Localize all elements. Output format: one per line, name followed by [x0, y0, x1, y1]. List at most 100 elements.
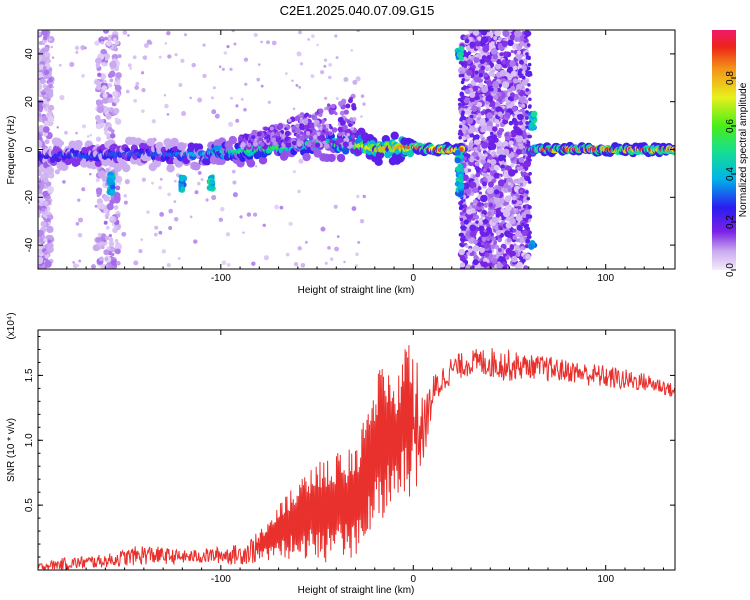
spectrogram-cell — [519, 189, 523, 193]
spectrogram-cell — [189, 96, 192, 100]
spectrogram-cell — [481, 85, 489, 93]
spectrogram-cell — [460, 235, 465, 240]
spectrogram-cell — [121, 163, 131, 173]
spectrogram-cell — [229, 96, 234, 100]
spectrogram-cell — [488, 155, 494, 161]
spectrogram-cell — [334, 111, 338, 116]
spectrogram-axes: -100 0 100 -40 -20 0 20 40 — [24, 30, 675, 284]
spectrogram-cell — [492, 126, 498, 132]
snr-frame — [37, 329, 676, 571]
spectrogram-cell — [114, 248, 121, 255]
spectrogram-cell — [174, 159, 184, 168]
spectrogram-cell — [297, 246, 302, 251]
spectrogram-cell — [459, 211, 464, 216]
y-tick-label: 1.0 — [24, 433, 35, 447]
spectrogram-cell — [140, 238, 144, 242]
spectrogram-cell — [105, 113, 112, 120]
spectrogram-cell — [528, 230, 532, 235]
spectrogram-cell — [461, 110, 465, 115]
spectrogram-cell — [267, 100, 271, 104]
colorbar-tick-label: 0.4 — [725, 167, 736, 181]
spectrogram-cell — [180, 58, 185, 63]
spectrogram-cell — [339, 110, 345, 116]
spectrogram-cell — [527, 180, 532, 184]
spectrogram-cell — [519, 182, 524, 187]
spectrogram-cell — [39, 197, 44, 203]
spectrogram-cell — [472, 187, 479, 194]
spectrogram-cell — [95, 84, 102, 91]
spectrogram-cell — [331, 127, 338, 133]
spectrogram-cell — [38, 112, 42, 118]
spectrogram-cell — [257, 63, 261, 66]
spectrogram-cell — [460, 224, 466, 231]
spectrogram-marks — [38, 30, 675, 269]
spectrogram-cell — [457, 131, 462, 136]
spectrogram-cell — [303, 113, 308, 118]
spectrogram-cell — [485, 101, 490, 105]
spectrogram-cell — [489, 142, 497, 150]
spectrogram-cell — [494, 189, 500, 195]
spectrogram-cell — [463, 97, 470, 104]
spectrogram-cell — [80, 45, 86, 51]
colorbar-tick-label: 0.6 — [725, 119, 736, 133]
spectrogram-cell — [308, 122, 315, 128]
spectrogram-cell — [94, 159, 103, 167]
spectrogram-cell — [526, 156, 530, 161]
spectrogram-cell — [486, 80, 493, 87]
spectrogram-cell — [38, 108, 43, 113]
spectrogram-cell — [243, 57, 249, 62]
spectrogram-cell — [253, 32, 258, 38]
spectrogram-cell — [158, 230, 163, 235]
spectrogram-cell — [458, 190, 465, 197]
spectrogram-cell — [98, 170, 106, 178]
spectrogram-cell — [406, 149, 415, 158]
spectrogram-cell — [465, 244, 469, 248]
spectrogram-cell — [321, 129, 326, 133]
spectrogram-cell — [221, 260, 227, 266]
spectrogram-cell — [64, 130, 68, 135]
spectrogram-cell — [495, 230, 502, 236]
x-tick-label: 100 — [597, 273, 614, 284]
spectrogram-cell — [146, 39, 152, 45]
spectrogram-cell — [173, 216, 179, 222]
spectrogram-cell — [462, 209, 467, 213]
spectrogram-cell — [104, 235, 110, 241]
spectrogram-cell — [43, 238, 48, 242]
spectrogram-cell — [43, 74, 49, 80]
spectrogram-cell — [336, 235, 340, 239]
spectrogram-cell — [516, 261, 524, 269]
spectrogram-cell — [521, 75, 526, 80]
spectrogram-cell — [479, 247, 485, 254]
spectrogram-cell — [475, 41, 481, 47]
spectrogram-cell — [486, 112, 493, 119]
spectrogram-cell — [228, 121, 234, 127]
spectrogram-cell — [212, 86, 216, 90]
spectrogram-cell — [485, 120, 493, 128]
spectrogram-cell — [105, 122, 109, 126]
spectrogram-cell — [465, 264, 473, 269]
spectrogram-cell — [519, 166, 524, 171]
spectrogram-cell — [477, 36, 482, 41]
spectrogram-cell — [38, 83, 43, 91]
spectrogram-cell — [40, 47, 47, 54]
spectrogram-cell — [491, 258, 498, 264]
spectrogram-cell — [105, 40, 112, 47]
spectrogram-cell — [246, 159, 256, 168]
spectrogram-cell — [115, 243, 123, 251]
spectrogram-xlabel: Height of straight line (km) — [298, 285, 415, 296]
spectrogram-cell — [516, 166, 521, 171]
spectrogram-cell — [472, 30, 480, 36]
spectrogram-cell — [513, 207, 517, 212]
spectrogram-cell — [253, 212, 258, 217]
spectrogram-cell — [511, 195, 517, 201]
spectrogram-cell — [316, 123, 322, 128]
spectrogram-cell — [152, 159, 162, 168]
spectrogram-cell — [237, 136, 243, 141]
spectrogram-cell — [303, 124, 309, 130]
spectrogram-cell — [231, 169, 236, 174]
spectrogram-cell — [481, 242, 485, 246]
spectrogram-cell — [457, 163, 463, 169]
spectrogram-cell — [295, 123, 300, 128]
spectrogram-cell — [343, 260, 346, 264]
spectrogram-cell — [502, 140, 509, 147]
